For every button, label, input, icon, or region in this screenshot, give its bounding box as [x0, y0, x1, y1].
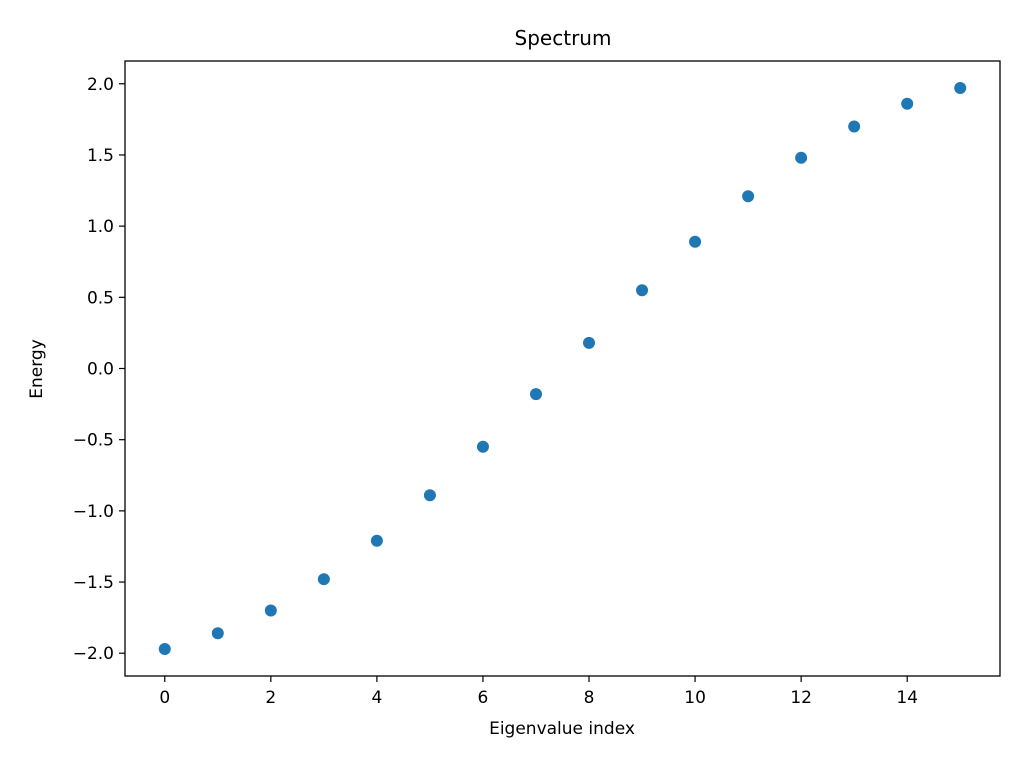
y-tick-label: 0.5	[87, 288, 114, 308]
x-tick-label: 2	[265, 688, 276, 708]
y-tick-label: −1.5	[73, 573, 114, 593]
data-point	[636, 284, 649, 297]
y-tick-label: 2.0	[87, 75, 114, 95]
y-tick-label: 1.0	[87, 217, 114, 237]
plot-area-frame	[124, 60, 1001, 677]
x-tick-label: 0	[159, 688, 170, 708]
x-tick-label: 6	[478, 688, 489, 708]
chart-title: Spectrum	[515, 26, 612, 50]
x-tick-label: 4	[371, 688, 382, 708]
y-axis-label: Energy	[27, 339, 47, 399]
data-point	[529, 388, 542, 401]
data-point	[742, 190, 755, 203]
x-axis-ticks: 0 2 4 6 8 10 12 14	[159, 676, 918, 708]
x-tick-label: 12	[790, 688, 812, 708]
x-axis-label: Eigenvalue index	[489, 719, 635, 739]
data-point	[264, 604, 277, 617]
y-tick-label: 1.5	[87, 146, 114, 166]
data-point	[476, 440, 489, 453]
data-point	[848, 120, 861, 133]
y-tick-label: 0.0	[87, 360, 114, 380]
y-tick-label: −2.0	[73, 644, 114, 664]
data-point	[954, 82, 967, 95]
data-point	[901, 97, 914, 110]
data-point	[158, 642, 171, 655]
data-point	[795, 151, 808, 164]
y-tick-label: −1.0	[73, 502, 114, 522]
y-axis-ticks: −2.0 −1.5 −1.0 −0.5 0.0 0.5 1.0 1.5 2.0	[73, 75, 125, 664]
data-point	[583, 336, 596, 349]
data-point	[370, 534, 383, 547]
x-tick-label: 14	[896, 688, 918, 708]
data-points	[158, 82, 967, 655]
x-tick-label: 8	[584, 688, 595, 708]
data-point	[689, 235, 702, 248]
data-point	[423, 489, 436, 502]
data-point	[317, 573, 330, 586]
data-point	[211, 627, 224, 640]
x-tick-label: 10	[684, 688, 706, 708]
y-tick-label: −0.5	[73, 431, 114, 451]
